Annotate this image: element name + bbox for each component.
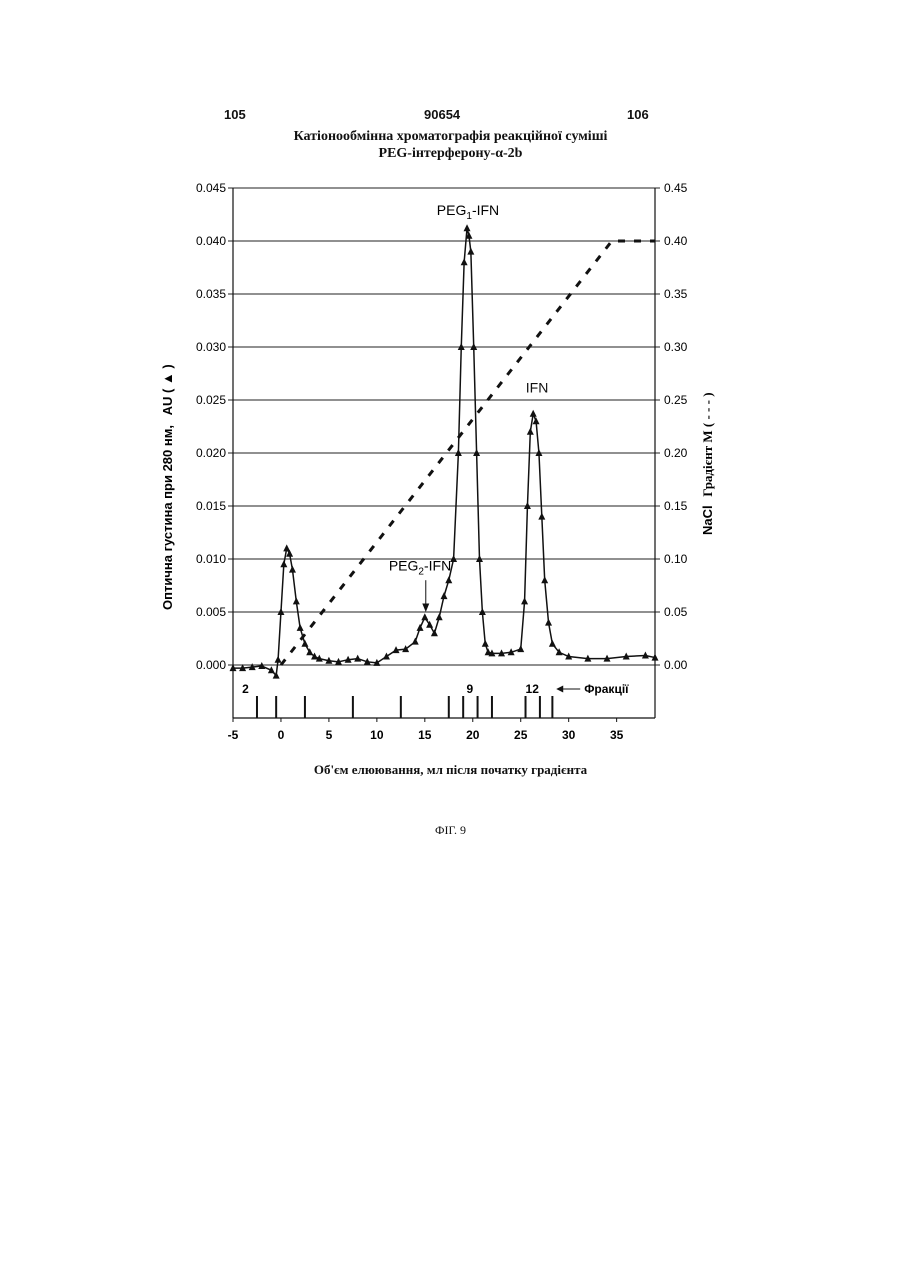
x-tick-label: 30 [562,728,576,742]
annotations: PEG1-IFN PEG2-IFN IFN 2 9 12 Фракції [242,202,629,696]
absorbance-point [436,613,443,620]
x-tick-label: 5 [326,728,333,742]
y-tick-label-right: 0.20 [664,446,688,460]
absorbance-point [482,640,489,647]
absorbance-point [521,597,528,604]
y-axis-left-text: Оптична густина при 280 нм, [160,425,175,610]
absorbance-point [445,576,452,583]
absorbance-point [417,624,424,631]
y-axis-right-label: NaCl Градієнт M ( - - - ) [700,392,715,535]
y-tick-label-right: 0.25 [664,393,688,407]
axes [228,188,660,722]
absorbance-point [258,662,265,669]
absorbance-point [354,655,361,662]
y-tick-label-left: 0.010 [196,552,226,566]
y-axis-left-label: Оптична густина при 280 нм, AU ( ▲ ) [160,364,175,610]
absorbance-point [275,656,282,663]
x-tick-label: 35 [610,728,624,742]
absorbance-point [280,560,287,567]
y-tick-label-left: 0.045 [196,181,226,195]
y-tick-label-right: 0.00 [664,658,688,672]
figure-caption: ФІГ. 9 [0,823,901,838]
y-tick-label-right: 0.45 [664,181,688,195]
y-tick-label-left: 0.005 [196,605,226,619]
fraction-number: 9 [467,682,474,696]
x-tick-label: 15 [418,728,432,742]
y-tick-label-left: 0.020 [196,446,226,460]
absorbance-point [533,417,540,424]
peg1-label: PEG1-IFN [437,202,499,222]
x-tick-label: 20 [466,728,480,742]
fractions-label: Фракції [584,682,629,696]
y-axis-left-unit: AU ( ▲ ) [160,364,175,415]
y-tick-label-left: 0.015 [196,499,226,513]
peg2-arrowhead [422,604,429,612]
absorbance-point [412,638,419,645]
peg2-label: PEG2-IFN [389,558,451,578]
ifn-label: IFN [526,380,549,396]
absorbance-series [230,224,659,678]
absorbance-point [402,645,409,652]
absorbance-point [527,428,534,435]
x-tick-label: 25 [514,728,528,742]
y-tick-label-right: 0.40 [664,234,688,248]
y-axis-right-text: Градієнт M ( - - - ) [700,392,715,496]
y-tick-label-right: 0.05 [664,605,688,619]
absorbance-point [549,640,556,647]
y-tick-label-left: 0.035 [196,287,226,301]
chromatogram-chart: 0.000 0.00 0.005 0.05 0.010 0.10 0.015 0.15 0.02… [0,0,901,800]
fraction-marks [257,696,552,718]
absorbance-point [541,576,548,583]
x-tick-label: -5 [228,728,239,742]
absorbance-point [517,645,524,652]
fraction-number: 12 [526,682,540,696]
y-tick-label-right: 0.15 [664,499,688,513]
absorbance-point [301,640,308,647]
y-tick-label-right: 0.10 [664,552,688,566]
absorbance-point [421,613,428,620]
absorbance-point [545,619,552,626]
y-axis-right-prefix: NaCl [700,505,715,535]
y-tick-label-left: 0.025 [196,393,226,407]
fractions-arrowhead [556,686,563,693]
absorbance-point [283,544,290,551]
y-tick-label-right: 0.35 [664,287,688,301]
absorbance-point [461,258,468,265]
absorbance-point [383,653,390,660]
y-tick-label-left: 0.040 [196,234,226,248]
fraction-number: 2 [242,682,249,696]
absorbance-point [297,624,304,631]
absorbance-point [441,592,448,599]
absorbance-point [530,410,537,417]
absorbance-point [293,597,300,604]
x-tick-label: 10 [370,728,384,742]
absorbance-point [467,248,474,255]
absorbance-line [233,228,655,675]
y-tick-label-right: 0.30 [664,340,688,354]
absorbance-point [538,513,545,520]
x-axis-label: Об'єм елюювання, мл після початку градіє… [0,762,901,778]
absorbance-point [289,566,296,573]
absorbance-point [464,224,471,231]
x-tick-label: 0 [278,728,285,742]
y-tick-label-left: 0.000 [196,658,226,672]
y-tick-label-left: 0.030 [196,340,226,354]
